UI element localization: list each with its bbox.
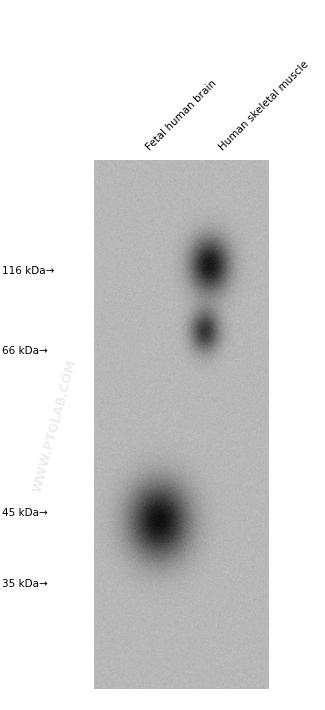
- Text: WWW.PTGLAB.COM: WWW.PTGLAB.COM: [31, 358, 79, 494]
- Text: 66 kDa→: 66 kDa→: [2, 346, 47, 356]
- Text: 35 kDa→: 35 kDa→: [2, 579, 47, 589]
- Text: 116 kDa→: 116 kDa→: [2, 266, 54, 276]
- Text: Human skeletal muscle: Human skeletal muscle: [217, 60, 311, 153]
- Text: Fetal human brain: Fetal human brain: [144, 78, 218, 153]
- Text: 45 kDa→: 45 kDa→: [2, 508, 47, 518]
